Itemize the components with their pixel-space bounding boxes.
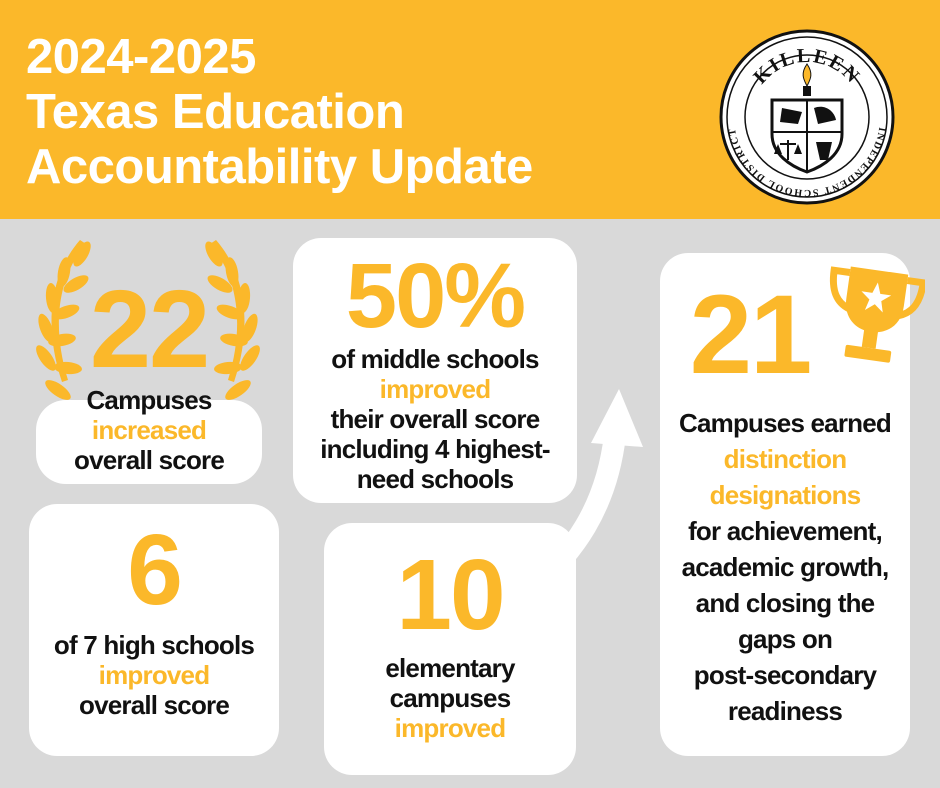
elementary-number: 10 (396, 539, 505, 651)
elementary-line1: elementary (385, 653, 515, 683)
high-schools-card: 6 of 7 high schools improved overall sco… (29, 504, 279, 756)
campuses-increased-line2: increased (91, 415, 207, 445)
middle-schools-line5: need schools (356, 464, 514, 494)
middle-schools-line2: improved (379, 374, 491, 404)
title-line-2: Texas Education (26, 85, 405, 139)
trophy-icon (829, 266, 925, 363)
distinctions-line1: Campuses earned (679, 408, 892, 438)
campuses-increased-line1: Campuses (86, 385, 212, 415)
campuses-increased-number: 22 (89, 268, 210, 391)
campuses-increased-text: Campuses increased overall score (36, 385, 262, 475)
distinctions-card: 21 Campuses earned distinction designati… (660, 253, 910, 756)
distinctions-line6: and closing the (695, 588, 875, 618)
distinctions-line7: gaps on (737, 624, 833, 654)
distinctions-line5: academic growth, (681, 552, 890, 582)
middle-schools-line1: of middle schools (331, 344, 539, 374)
district-seal-logo: KILLEEN INDEPENDENT SCHOOL DISTRICT (719, 29, 895, 205)
title-line-3: Accountability Update (26, 140, 533, 194)
elementary-line3: improved (394, 713, 506, 743)
middle-schools-line4: including 4 highest- (320, 434, 550, 464)
title-line-1: 2024-2025 (26, 30, 256, 84)
high-schools-line2: improved (98, 660, 210, 690)
campuses-increased-card-base (36, 400, 262, 484)
high-schools-line1: of 7 high schools (53, 630, 255, 660)
high-schools-line3: overall score (78, 690, 230, 720)
distinctions-line8: post-secondary (693, 660, 877, 690)
campuses-increased-line3: overall score (73, 445, 225, 475)
distinctions-number: 21 (689, 272, 813, 397)
distinctions-line9: readiness (727, 696, 843, 726)
distinctions-line3: designations (709, 480, 862, 510)
distinctions-line4: for achievement, (688, 516, 883, 546)
page-title: 2024-2025 Texas Education Accountability… (26, 30, 533, 195)
elementary-card: 10 elementary campuses improved (324, 523, 576, 775)
middle-schools-card: 50% of middle schools improved their ove… (293, 238, 577, 503)
laurel-wreath-icon (36, 240, 260, 400)
header-banner: 2024-2025 Texas Education Accountability… (0, 0, 940, 219)
middle-schools-number: 50% (345, 245, 526, 347)
distinctions-line2: distinction (723, 444, 847, 474)
middle-schools-line3: their overall score (330, 404, 541, 434)
high-schools-number: 6 (127, 514, 183, 626)
elementary-line2: campuses (389, 683, 512, 713)
